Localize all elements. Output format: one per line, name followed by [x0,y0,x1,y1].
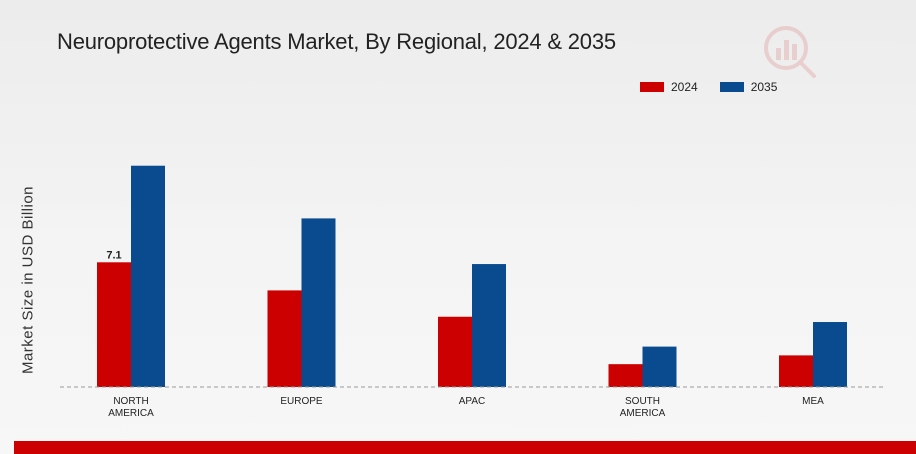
legend: 2024 2035 [640,80,777,94]
bar-north-america-2035 [131,165,165,387]
bar-mea-2024 [779,355,813,387]
x-tick-label: MEA [802,396,824,407]
bar-apac-2035 [472,264,506,387]
x-tick-label: NORTH AMERICA [108,396,154,419]
data-label: 7.1 [106,249,121,261]
legend-item-2024: 2024 [640,80,698,94]
bar-mea-2035 [813,322,847,387]
chart-title: Neuroprotective Agents Market, By Region… [57,29,616,54]
legend-swatch-2024 [640,82,664,92]
x-tick-label: EUROPE [280,396,323,407]
legend-item-2035: 2035 [719,80,778,94]
bottom-accent-bar [14,441,916,454]
logo-watermark-icon [764,26,816,78]
bar-south-america-2035 [642,346,677,387]
legend-swatch-2035 [719,82,744,92]
legend-label-2035: 2035 [750,80,778,94]
bar-europe-2024 [267,290,302,387]
bar-europe-2035 [301,218,336,387]
x-tick-label: SOUTH AMERICA [620,396,666,419]
x-tick-label: APAC [459,396,486,407]
bar-apac-2024 [438,316,472,387]
bar-south-america-2024 [608,364,643,387]
bar-north-america-2024 [97,262,131,387]
legend-label-2024: 2024 [671,80,698,94]
